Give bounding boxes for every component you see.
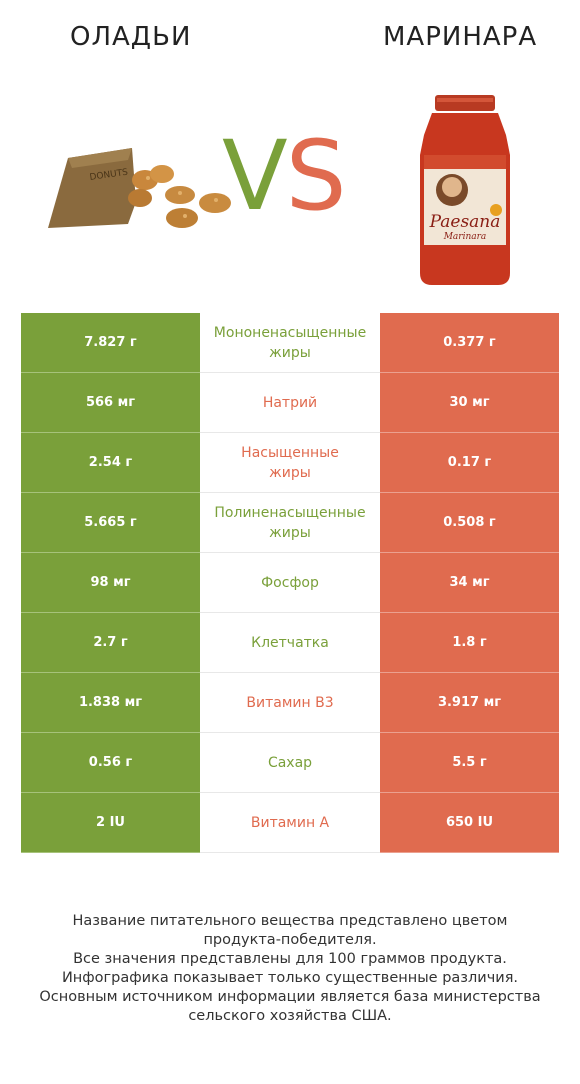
nutrient-name: Мононенасыщенные жиры [200, 313, 380, 373]
left-value: 1.838 мг [21, 673, 200, 733]
footer-line: Основным источником информации является … [39, 989, 541, 1005]
right-value: 30 мг [380, 373, 559, 433]
right-value: 1.8 г [380, 613, 559, 673]
comparison-table: 7.827 г Мононенасыщенные жиры 0.377 г 566 мг… [21, 313, 559, 853]
right-value: 5.5 г [380, 733, 559, 793]
footer-line: продукта-победителя. [203, 932, 377, 948]
nutrient-name: Насыщенные жиры [200, 433, 380, 493]
jar-variety: Marinara [443, 232, 487, 242]
table-row: 0.56 г Сахар 5.5 г [21, 733, 559, 793]
footer-line: сельского хозяйства США. [188, 1008, 392, 1024]
table-row: 1.838 мг Витамин B3 3.917 мг [21, 673, 559, 733]
table-row: 98 мг Фосфор 34 мг [21, 553, 559, 613]
right-value: 3.917 мг [380, 673, 559, 733]
table-row: 566 мг Натрий 30 мг [21, 373, 559, 433]
footer-notes: Название питательного вещества представл… [0, 912, 580, 1026]
right-value: 34 мг [380, 553, 559, 613]
nutrient-name: Полиненасыщенные жиры [200, 493, 380, 553]
right-value: 0.377 г [380, 313, 559, 373]
left-value: 2.7 г [21, 613, 200, 673]
footer-line: Инфографика показывает только существенн… [61, 970, 519, 986]
right-value: 0.17 г [380, 433, 559, 493]
left-product-title: ОЛАДЬИ [70, 22, 192, 52]
nutrient-name: Натрий [200, 373, 380, 433]
table-row: 2 IU Витамин A 650 IU [21, 793, 559, 853]
table-row: 2.7 г Клетчатка 1.8 г [21, 613, 559, 673]
nutrient-name: Сахар [200, 733, 380, 793]
table-row: 5.665 г Полиненасыщенные жиры 0.508 г [21, 493, 559, 553]
left-value: 2.54 г [21, 433, 200, 493]
footer-line: Все значения представлены для 100 граммо… [73, 951, 507, 967]
nutrient-name: Витамин B3 [200, 673, 380, 733]
footer-line: Название питательного вещества представл… [72, 913, 508, 929]
table-row: 7.827 г Мононенасыщенные жиры 0.377 г [21, 313, 559, 373]
left-value: 2 IU [21, 793, 200, 853]
left-value: 566 мг [21, 373, 200, 433]
left-value: 0.56 г [21, 733, 200, 793]
left-value: 98 мг [21, 553, 200, 613]
left-value: 7.827 г [21, 313, 200, 373]
marinara-jar-image: Paesana Marinara [420, 95, 510, 285]
jar-brand: Paesana [429, 212, 501, 232]
vs-label: VS [222, 120, 347, 232]
right-product-title: МАРИНАРА [383, 22, 538, 52]
nutrient-name: Клетчатка [200, 613, 380, 673]
left-value: 5.665 г [21, 493, 200, 553]
fritters-image: DONUTS [48, 148, 231, 228]
nutrient-name: Фосфор [200, 553, 380, 613]
right-value: 650 IU [380, 793, 559, 853]
nutrient-name: Витамин A [200, 793, 380, 853]
table-row: 2.54 г Насыщенные жиры 0.17 г [21, 433, 559, 493]
right-value: 0.508 г [380, 493, 559, 553]
